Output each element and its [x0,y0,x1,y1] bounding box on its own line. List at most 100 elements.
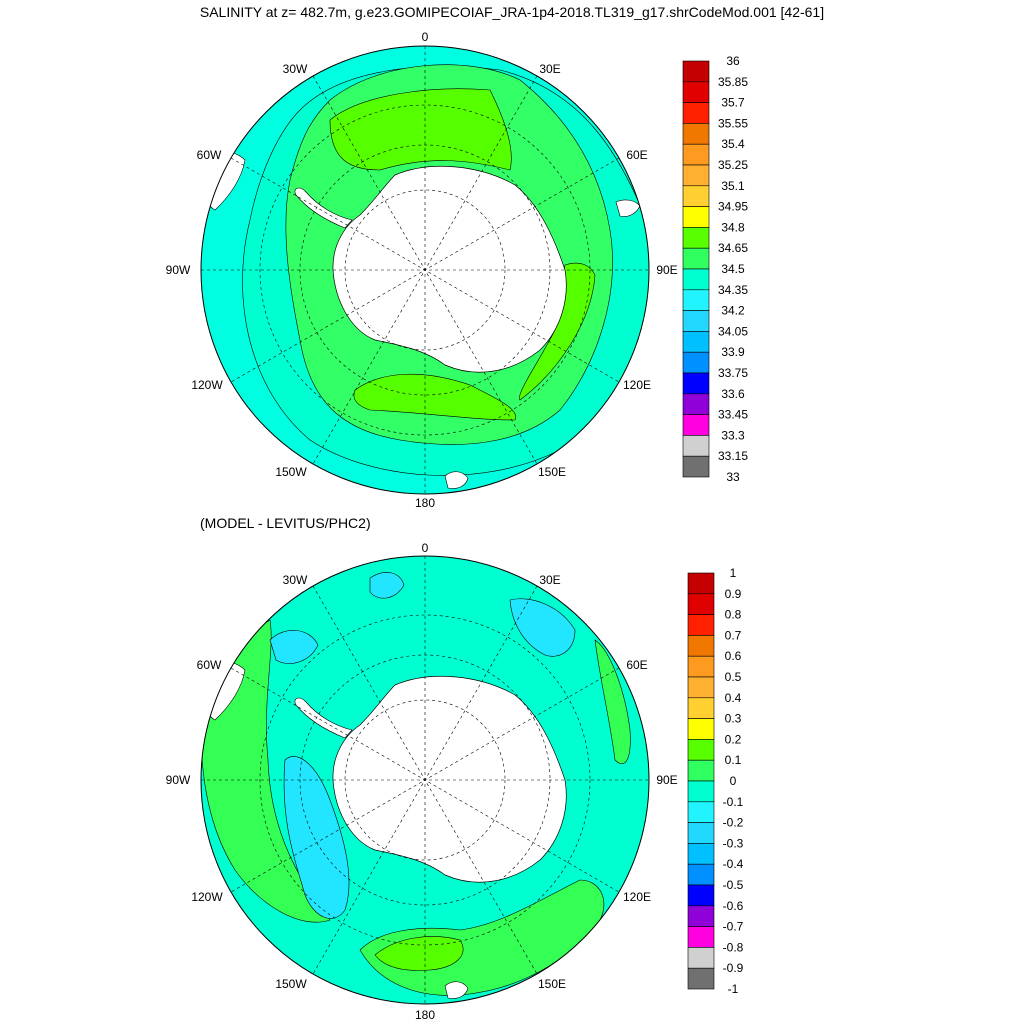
bottom-colorbar-label: -0.2 [723,816,744,830]
bottom-lon-label-90w: 90W [166,773,191,787]
bottom-colorbar-swatch [687,593,715,615]
top-colorbar-swatch [682,393,710,415]
bottom-colorbar-swatch [687,947,715,969]
top-lon-label-120w: 120W [191,378,223,392]
bottom-lon-label-60e: 60E [626,658,647,672]
top-lon-label-60e: 60E [626,148,647,162]
top-colorbar-swatch [682,372,710,395]
top-lon-label-30e: 30E [539,62,560,76]
top-colorbar-label: 35.85 [718,75,748,89]
top-colorbar-label: 35.25 [718,158,748,172]
top-lime-core-north [329,88,512,171]
top-colorbar-label: 34.05 [718,324,748,338]
top-colorbar-label: 33.6 [721,387,745,401]
top-colorbar: 36 35.85 35.7 35.55 35.4 35.25 35.1 34.95 34.8 34… [682,54,748,484]
top-colorbar-swatch [682,414,710,436]
bottom-colorbar-swatch [687,863,715,886]
bottom-colorbar-swatch [687,801,715,823]
bottom-colorbar-swatch [687,739,715,761]
bottom-colorbar-label: -0.6 [723,899,744,913]
bottom-map-border [200,555,650,1005]
top-colorbar-swatch [682,185,710,207]
bottom-colorbar-label: -0.1 [723,795,744,809]
bottom-colorbar-label: 0.5 [725,670,742,684]
top-colorbar-swatch [682,123,710,145]
bottom-lon-label-120e: 120E [623,890,651,904]
top-lon-label-180: 180 [415,496,435,510]
top-colorbar-label: 36 [726,54,740,68]
top-lon-label-30w: 30W [283,62,308,76]
top-colorbar-label: 34.2 [721,304,745,318]
bottom-cyan-patch-ne [509,598,576,657]
top-colorbar-label: 33.9 [721,345,745,359]
bottom-colorbar-swatch [687,843,715,865]
top-lon-label-90w: 90W [166,263,191,277]
bottom-colorbar-swatch [687,697,715,719]
top-colorbar-swatch [682,435,710,457]
top-new-zealand [444,471,469,489]
bottom-cyan-patch-n [369,572,405,599]
bottom-colorbar-swatch [687,905,715,927]
top-colorbar-swatch [682,268,710,291]
bottom-new-zealand [444,981,469,999]
top-colorbar-label: 35.4 [721,137,745,151]
bottom-colorbar-swatch [687,676,715,699]
bottom-colorbar-swatch [687,759,715,782]
bottom-colorbar-label: 0.7 [725,628,742,642]
bottom-lon-label-90e: 90E [656,773,677,787]
top-colorbar-swatch [682,310,710,332]
top-lon-label-150e: 150E [538,465,566,479]
bottom-colorbar-swatch [687,718,715,740]
top-colorbar-label: 34.5 [721,262,745,276]
bottom-colorbar-label: -0.8 [723,940,744,954]
top-colorbar-label: 35.7 [721,96,745,110]
bottom-colorbar-label: 1 [730,566,737,580]
bottom-colorbar-label: -0.9 [723,961,744,975]
bottom-colorbar-label: 0.2 [725,732,742,746]
bottom-lon-label-150e: 150E [538,977,566,991]
bottom-colorbar-label: -0.4 [723,857,744,871]
bottom-colorbar-swatch [687,822,715,844]
top-colorbar-swatch [682,102,710,124]
bottom-lon-label-30e: 30E [539,573,560,587]
top-colorbar-label: 35.55 [718,116,748,130]
bottom-graticule [201,556,649,1004]
bottom-lon-label-120w: 120W [191,890,223,904]
bottom-difference-map: 0 30E 60E 90E 120E 150E 180 150W 120W 90… [166,541,678,1022]
bottom-colorbar-label: 0.8 [725,608,742,622]
top-colorbar-swatch [682,351,710,374]
bottom-colorbar-swatch [687,655,715,678]
bottom-lon-label-180: 180 [415,1008,435,1022]
bottom-cyan-patch-nw [269,630,319,664]
top-colorbar-swatch [682,247,710,270]
bottom-lon-label-0: 0 [422,541,429,555]
top-colorbar-label: 34.35 [718,283,748,297]
top-map-border [200,45,650,495]
bottom-colorbar-label: 0.4 [725,691,742,705]
bottom-colorbar-label: 0.3 [725,712,742,726]
bottom-colorbar-label: 0.1 [725,753,742,767]
bottom-colorbar-label: 0 [730,774,737,788]
top-colorbar-swatch [682,60,710,83]
top-colorbar-label: 33.15 [718,449,748,463]
panel-subtitle: (MODEL - LEVITUS/PHC2) [200,515,371,531]
figure-title: SALINITY at z= 482.7m, g.e23.GOMIPECOIAF… [199,4,825,20]
top-colorbar-swatch [682,289,710,311]
bottom-colorbar-swatch [687,780,715,803]
bottom-colorbar-label: -0.5 [723,878,744,892]
top-colorbar-label: 34.8 [721,220,745,234]
bottom-colorbar-label: 0.9 [725,587,742,601]
top-colorbar-label: 33.75 [718,366,748,380]
bottom-colorbar-label: -0.7 [723,920,744,934]
top-lon-label-90e: 90E [656,263,677,277]
top-lon-label-60w: 60W [197,148,222,162]
top-colorbar-swatch [682,164,710,187]
bottom-colorbar-swatch [687,572,715,595]
bottom-colorbar-swatch [687,635,715,657]
bottom-colorbar-swatch [687,926,715,948]
top-colorbar-swatch [682,81,710,103]
top-colorbar-label: 33 [726,470,740,484]
top-colorbar-label: 33.45 [718,408,748,422]
top-colorbar-label: 35.1 [721,179,745,193]
